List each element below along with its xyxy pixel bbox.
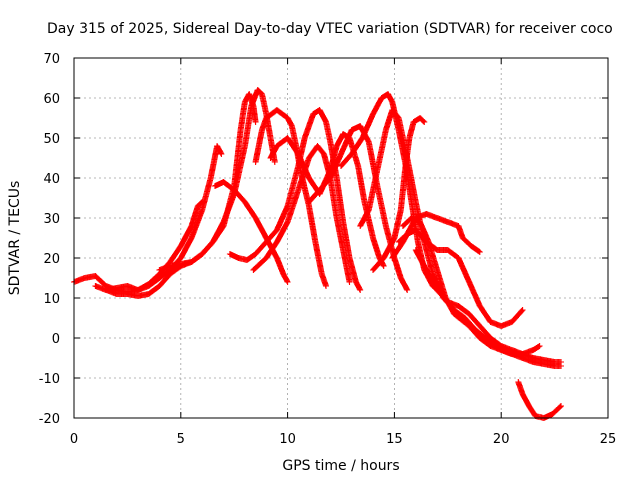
chart-title: Day 315 of 2025, Sidereal Day-to-day VTE… — [47, 21, 613, 37]
series-track-e — [212, 179, 291, 285]
series-track-b — [92, 199, 206, 293]
series-track-m — [370, 115, 428, 273]
series-track-q — [412, 247, 564, 365]
y-tick-label: 60 — [43, 92, 60, 107]
y-tick-label: 10 — [43, 292, 60, 307]
series-track-a — [71, 143, 225, 295]
y-tick-label: 50 — [43, 132, 60, 147]
x-tick-label: 5 — [177, 432, 185, 447]
series-track-d — [156, 87, 278, 273]
plus-markers — [156, 87, 278, 273]
y-tick-label: 40 — [43, 172, 60, 187]
x-tick-label: 25 — [600, 432, 617, 447]
plus-markers — [212, 179, 291, 285]
x-tick-label: 20 — [493, 432, 510, 447]
y-tick-label: 70 — [43, 52, 60, 67]
x-axis-ticks: 0 5 10 15 20 25 — [70, 58, 616, 447]
series-track-h — [250, 143, 353, 285]
plus-markers — [412, 247, 564, 365]
plus-markers — [370, 115, 428, 273]
y-tick-label: 20 — [43, 252, 60, 267]
data-marks — [71, 87, 564, 421]
plus-markers — [92, 199, 206, 293]
x-tick-label: 0 — [70, 432, 78, 447]
y-tick-label: -20 — [39, 412, 60, 427]
y-tick-label: -10 — [39, 372, 60, 387]
series-track-r — [515, 379, 564, 421]
y-tick-label: 30 — [43, 212, 60, 227]
x-tick-label: 10 — [279, 432, 296, 447]
plus-markers — [250, 143, 353, 285]
y-axis-ticks: -20 -10 0 10 20 30 40 50 60 70 — [39, 52, 608, 427]
plus-markers — [71, 143, 225, 295]
x-axis-label: GPS time / hours — [282, 458, 399, 474]
plus-markers — [515, 379, 564, 421]
plot-frame — [73, 57, 609, 419]
x-tick-label: 15 — [386, 432, 403, 447]
y-axis-label: SDTVAR / TECUs — [7, 181, 23, 296]
y-tick-label: 0 — [52, 332, 60, 347]
